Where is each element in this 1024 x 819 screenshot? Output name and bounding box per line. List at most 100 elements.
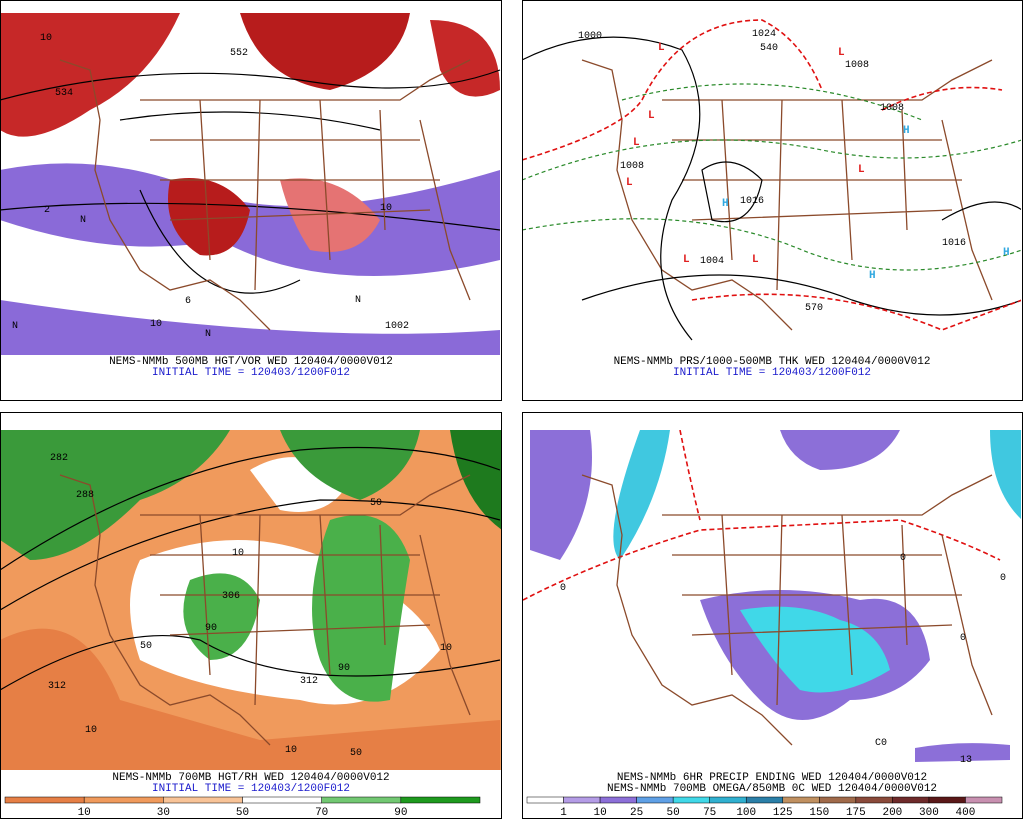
colorbar-segment xyxy=(965,796,1003,804)
colorbar-segment xyxy=(782,796,820,804)
map-label: 0 xyxy=(900,553,906,564)
colorbar-label: 30 xyxy=(157,807,170,819)
colorbar-label: 150 xyxy=(809,807,829,819)
map-label: 50 xyxy=(370,498,382,509)
colorbar-segment xyxy=(321,796,402,804)
colorbar-segment xyxy=(599,796,637,804)
map-label: 306 xyxy=(222,591,240,602)
colorbar-segment xyxy=(745,796,784,804)
caption: NEMS-NMMb 6HR PRECIP ENDING WED 120404/0… xyxy=(617,772,927,784)
high-marker: H xyxy=(1003,247,1010,259)
colorbar-segment xyxy=(83,796,164,804)
colorbar-segment xyxy=(819,796,857,804)
colorbar-segment xyxy=(4,796,85,804)
colorbar-segment xyxy=(163,796,243,804)
map-label: 552 xyxy=(230,48,248,59)
map-label: N xyxy=(12,321,18,332)
low-marker: L xyxy=(858,164,865,176)
caption: NEMS-NMMb 700MB OMEGA/850MB 0C WED 12040… xyxy=(607,783,937,795)
map: L L L L L L L L H H H H 1000 1024 1008 1… xyxy=(523,19,1021,341)
map-label: 10 xyxy=(40,33,52,44)
caption: NEMS-NMMb 500MB HGT/VOR WED 120404/0000V… xyxy=(109,356,393,368)
colorbar-segment xyxy=(400,796,481,804)
map-label: 282 xyxy=(50,453,68,464)
high-marker: H xyxy=(903,125,910,137)
colorbar-label: 1 xyxy=(560,807,567,819)
map-label: 1000 xyxy=(578,31,602,42)
colorbar: 10 30 50 70 90 xyxy=(4,796,481,819)
low-marker: L xyxy=(633,137,640,149)
map-label: 50 xyxy=(140,641,152,652)
colorbar-label: 175 xyxy=(846,807,866,819)
colorbar-segment xyxy=(892,796,930,804)
map-label: 2 xyxy=(44,205,50,216)
caption: NEMS-NMMb PRS/1000-500MB THK WED 120404/… xyxy=(614,356,931,368)
caption: NEMS-NMMb 700MB HGT/RH WED 120404/0000V0… xyxy=(112,772,389,784)
colorbar-segment xyxy=(855,796,893,804)
map-label: 10 xyxy=(285,745,297,756)
colorbar-label: 75 xyxy=(703,807,716,819)
panel: 552 534 10 10 N N N N 2 6 1002 10 NEMS-N… xyxy=(0,0,502,401)
colorbar: 1 10 25 50 75 100 125 150 175 200 300 400 xyxy=(526,796,1003,819)
caption: INITIAL TIME = 120403/1200F012 xyxy=(152,367,350,379)
map-label: N xyxy=(205,329,211,340)
panel: L L L L L L L L H H H H 1000 1024 1008 1… xyxy=(522,0,1023,401)
colorbar-segment xyxy=(242,796,322,804)
panel: 0 0 0 0 C0 13 NEMS-NMMb 6HR PRECIP ENDIN… xyxy=(522,412,1023,819)
high-marker: H xyxy=(869,270,876,282)
panel-frame xyxy=(0,0,502,401)
map-label: 1016 xyxy=(942,238,966,249)
low-marker: L xyxy=(658,42,665,54)
low-marker: L xyxy=(683,254,690,266)
colorbar-label: 300 xyxy=(919,807,939,819)
colorbar-label: 200 xyxy=(882,807,902,819)
map-label: 1008 xyxy=(620,161,644,172)
colorbar-segment xyxy=(526,796,564,804)
low-marker: L xyxy=(838,47,845,59)
colorbar-segment xyxy=(928,796,966,804)
map-label: 1008 xyxy=(845,60,869,71)
low-marker: L xyxy=(626,177,633,189)
panel: 282 288 306 312 312 90 90 50 50 10 10 10… xyxy=(0,412,502,819)
map-label: 90 xyxy=(338,663,350,674)
map-label: 0 xyxy=(560,583,566,594)
map-label: 0 xyxy=(960,633,966,644)
colorbar-label: 10 xyxy=(78,807,91,819)
map-label: 90 xyxy=(205,623,217,634)
colorbar-label: 50 xyxy=(236,807,249,819)
map-label: 10 xyxy=(85,725,97,736)
caption: INITIAL TIME = 120403/1200F012 xyxy=(673,367,871,379)
colorbar-label: 50 xyxy=(667,807,680,819)
colorbar-segment xyxy=(563,796,601,804)
colorbar-label: 400 xyxy=(956,807,976,819)
map-label: 1024 xyxy=(752,29,776,40)
map-label: 312 xyxy=(300,676,318,687)
map-label: C0 xyxy=(875,738,887,749)
map-label: 6 xyxy=(185,296,191,307)
map-label: N xyxy=(355,295,361,306)
map-label: 312 xyxy=(48,681,66,692)
colorbar-label: 25 xyxy=(630,807,643,819)
map-label: 10 xyxy=(150,319,162,330)
map-label: 1002 xyxy=(385,321,409,332)
map-label: 534 xyxy=(55,88,73,99)
high-marker: H xyxy=(722,198,729,210)
map-label: 288 xyxy=(76,490,94,501)
colorbar-label: 100 xyxy=(736,807,756,819)
colorbar-label: 125 xyxy=(773,807,793,819)
map-label: 570 xyxy=(805,303,823,314)
colorbar-label: 70 xyxy=(315,807,328,819)
map: 552 534 10 10 N N N N 2 6 1002 10 xyxy=(1,13,501,355)
map-label: 10 xyxy=(440,643,452,654)
map-label: 540 xyxy=(760,43,778,54)
map-label: 1008 xyxy=(880,103,904,114)
map: 282 288 306 312 312 90 90 50 50 10 10 10… xyxy=(1,430,501,770)
low-marker: L xyxy=(648,110,655,122)
map-label: 13 xyxy=(960,755,972,766)
colorbar-segment xyxy=(709,796,747,804)
colorbar-label: 10 xyxy=(593,807,606,819)
map-label: 10 xyxy=(380,203,392,214)
map-label: 1016 xyxy=(740,196,764,207)
map-label: 0 xyxy=(1000,573,1006,584)
